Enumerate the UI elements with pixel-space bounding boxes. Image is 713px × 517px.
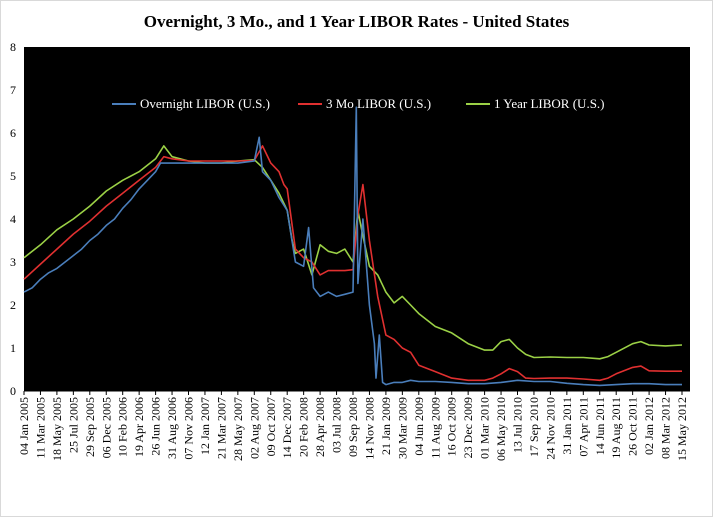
x-tick-label: 31 Aug 2006 [165,397,179,459]
x-tick-label: 21 Mar 2007 [214,397,228,459]
y-tick-label: 0 [10,384,16,398]
x-tick-label: 09 Oct 2007 [264,397,278,456]
legend-label: Overnight LIBOR (U.S.) [140,96,270,111]
x-tick-label: 12 Jan 2007 [198,397,212,455]
y-tick-label: 6 [10,126,16,140]
x-tick-label: 28 Apr 2008 [313,397,327,457]
x-tick-label: 13 Jul 2010 [511,397,525,453]
x-tick-label: 26 Jun 2006 [149,397,163,456]
x-tick-label: 11 Mar 2005 [33,397,47,459]
x-tick-label: 07 Apr 2011 [576,397,590,457]
x-tick-label: 29 Sep 2005 [83,397,97,457]
x-tick-label: 19 Apr 2006 [132,397,146,457]
y-tick-label: 4 [10,212,16,226]
x-tick-label: 28 May 2007 [231,397,245,461]
x-tick-label: 01 Mar 2010 [478,397,492,459]
x-tick-label: 06 May 2010 [494,397,508,461]
legend-label: 1 Year LIBOR (U.S.) [494,96,605,111]
x-tick-label: 07 Nov 2006 [182,397,196,460]
y-tick-label: 1 [10,341,16,355]
x-tick-label: 14 Jun 2011 [593,397,607,455]
x-axis: 04 Jan 2005 11 Mar 2005 18 May 2005 25 Jul … [17,390,690,461]
y-axis: 0 1 2 3 4 5 6 7 8 [10,40,16,398]
chart-title: Overnight, 3 Mo., and 1 Year LIBOR Rates… [143,12,570,31]
x-tick-label: 18 May 2005 [50,397,64,461]
x-tick-label: 02 Aug 2007 [247,397,261,459]
x-tick-label: 23 Dec 2009 [461,397,475,458]
x-tick-label: 03 Jul 2008 [330,397,344,453]
x-tick-label: 04 Jun 2009 [412,397,426,456]
x-tick-label: 17 Sep 2010 [527,397,541,457]
x-tick-label: 14 Nov 2008 [362,397,376,460]
series-line-overnight-libor-u-s [23,106,682,387]
y-tick-label: 8 [10,40,16,54]
x-tick-label: 14 Dec 2007 [280,397,294,458]
y-tick-label: 7 [10,83,16,97]
x-tick-label: 09 Sep 2008 [346,397,360,457]
x-tick-label: 19 Aug 2011 [609,397,623,459]
y-tick-label: 5 [10,169,16,183]
x-tick-label: 11 Aug 2009 [428,397,442,459]
x-tick-label: 06 Dec 2005 [99,397,113,458]
y-tick-label: 3 [10,255,16,269]
x-tick-label: 24 Nov 2010 [543,397,557,460]
x-tick-label: 31 Jan 2011 [560,397,574,455]
x-tick-label: 08 Mar 2012 [659,397,673,459]
x-tick-label: 21 Jan 2009 [379,397,393,455]
x-tick-label: 30 Mar 2009 [395,397,409,459]
y-tick-label: 2 [10,298,16,312]
legend: Overnight LIBOR (U.S.) 3 Mo LIBOR (U.S.) 1… [112,96,605,111]
legend-label: 3 Mo LIBOR (U.S.) [326,96,431,111]
x-tick-label: 02 Jan 2012 [642,397,656,455]
x-tick-label: 04 Jan 2005 [17,397,31,455]
x-tick-label: 20 Feb 2008 [297,397,311,457]
x-tick-label: 10 Feb 2006 [116,397,130,457]
series-layer [23,106,683,387]
x-tick-label: 25 Jul 2005 [66,397,80,453]
x-tick-label: 15 May 2012 [675,397,689,461]
x-tick-label: 16 Oct 2009 [445,397,459,456]
x-tick-label: 26 Oct 2011 [626,397,640,456]
